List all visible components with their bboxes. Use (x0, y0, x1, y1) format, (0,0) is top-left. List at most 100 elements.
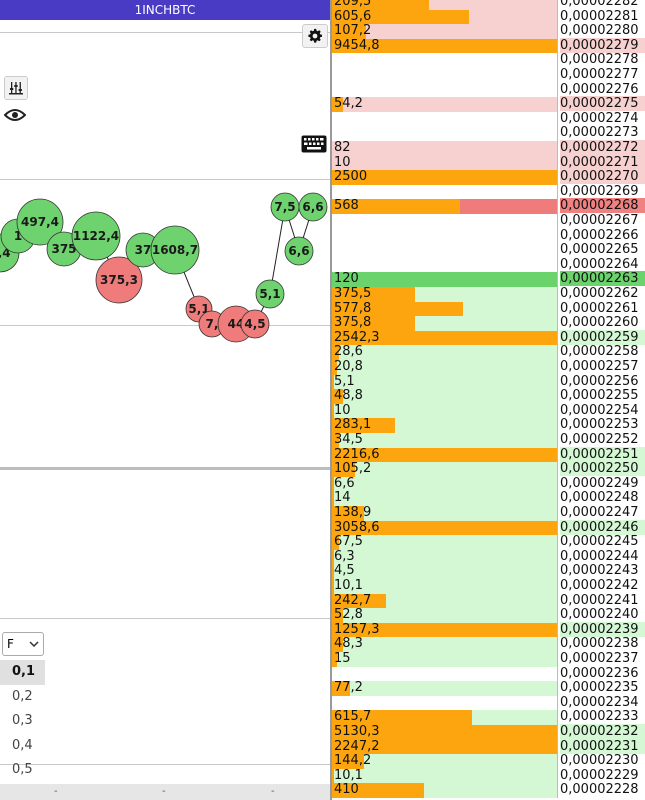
price-value[interactable]: 0,00002253 (560, 417, 639, 433)
price-value[interactable]: 0,00002278 (560, 52, 639, 68)
volume-cell[interactable]: 52,8 (332, 607, 557, 623)
order-book-row[interactable]: 0,00002264 (332, 257, 645, 273)
price-value[interactable]: 0,00002241 (560, 592, 639, 608)
order-book-row[interactable]: 615,7 0,00002233 (332, 709, 645, 725)
volume-cell[interactable] (332, 243, 557, 258)
price-value[interactable]: 0,00002258 (560, 344, 639, 360)
price-value[interactable]: 0,00002272 (560, 140, 645, 155)
order-book-row[interactable]: 10 0,00002254 (332, 403, 645, 419)
volume-cell[interactable]: 120 (332, 271, 557, 287)
volume-cell[interactable]: 105,2 (332, 461, 557, 477)
panel-splitter[interactable] (0, 467, 330, 470)
price-value[interactable]: 0,00002251 (560, 446, 645, 462)
volume-cell[interactable]: 28,6 (332, 344, 557, 360)
order-book-row[interactable]: 410 0,00002228 (332, 782, 645, 798)
volume-cell[interactable]: 15 (332, 651, 557, 667)
order-book-row[interactable]: 283,1 0,00002253 (332, 417, 645, 433)
volume-cell[interactable]: 10 (332, 403, 557, 419)
price-value[interactable]: 0,00002265 (560, 242, 639, 258)
volume-cell[interactable]: 48,3 (332, 636, 557, 652)
price-value[interactable]: 0,00002268 (560, 198, 645, 214)
volume-cell[interactable] (332, 184, 557, 200)
volume-cell[interactable]: 107,2 (332, 23, 557, 39)
volume-cell[interactable]: 77,2 (332, 680, 557, 696)
keyboard-button[interactable] (300, 134, 328, 154)
volume-cell[interactable] (332, 68, 557, 83)
step-option[interactable]: 0,3 (12, 713, 33, 728)
order-book-row[interactable]: 0,00002274 (332, 111, 645, 127)
price-value[interactable]: 0,00002246 (560, 519, 645, 535)
order-book-row[interactable]: 77,2 0,00002235 (332, 680, 645, 696)
price-value[interactable]: 0,00002267 (560, 213, 639, 228)
order-book-row[interactable]: 14 0,00002248 (332, 490, 645, 506)
price-value[interactable]: 0,00002237 (560, 651, 639, 666)
order-book-row[interactable]: 577,8 0,00002261 (332, 300, 645, 317)
price-value[interactable]: 0,00002273 (560, 125, 639, 141)
price-value[interactable]: 0,00002245 (560, 534, 639, 550)
volume-cell[interactable] (332, 695, 557, 711)
step-option[interactable]: 0,5 (12, 762, 33, 777)
order-book-row[interactable]: 52,8 0,00002240 (332, 607, 645, 623)
price-value[interactable]: 0,00002242 (560, 578, 639, 593)
price-value[interactable]: 0,00002277 (560, 67, 639, 82)
volume-cell[interactable]: 2500 (332, 169, 557, 185)
price-value[interactable]: 0,00002238 (560, 636, 639, 652)
volume-cell[interactable] (332, 82, 557, 98)
volume-cell[interactable]: 2247,2 (332, 739, 557, 755)
volume-cell[interactable]: 6,6 (332, 476, 557, 492)
order-book-row[interactable]: 107,2 0,00002280 (332, 23, 645, 39)
order-book-row[interactable]: 3058,6 0,00002246 (332, 519, 645, 536)
price-value[interactable]: 0,00002248 (560, 490, 639, 506)
price-value[interactable]: 0,00002256 (560, 373, 639, 389)
price-value[interactable]: 0,00002230 (560, 753, 639, 769)
order-book-row[interactable]: 209,5 0,00002282 (332, 0, 645, 10)
price-value[interactable]: 0,00002261 (560, 300, 639, 316)
price-value[interactable]: 0,00002263 (560, 271, 645, 287)
chart-panel[interactable]: 1INCHBTC (0, 0, 330, 800)
volume-cell[interactable]: 615,7 (332, 709, 557, 725)
volume-cell[interactable]: 283,1 (332, 417, 557, 433)
order-book-row[interactable]: 67,5 0,00002245 (332, 534, 645, 550)
order-book-row[interactable]: 4,5 0,00002243 (332, 563, 645, 579)
volume-cell[interactable]: 9454,8 (332, 38, 557, 54)
price-value[interactable]: 0,00002279 (560, 37, 645, 53)
order-book-row[interactable]: 5,1 0,00002256 (332, 373, 645, 390)
price-value[interactable]: 0,00002240 (560, 607, 639, 623)
price-value[interactable]: 0,00002270 (560, 169, 645, 185)
price-value[interactable]: 0,00002231 (560, 738, 645, 754)
price-value[interactable]: 0,00002252 (560, 432, 639, 447)
volume-cell[interactable]: 4,5 (332, 563, 557, 579)
order-book-row[interactable]: 375,5 0,00002262 (332, 286, 645, 302)
order-book-row[interactable]: 82 0,00002272 (332, 140, 645, 156)
order-book-row[interactable]: 242,7 0,00002241 (332, 592, 645, 609)
price-value[interactable]: 0,00002247 (560, 505, 639, 520)
order-book-row[interactable]: 28,6 0,00002258 (332, 344, 645, 360)
price-value[interactable]: 0,00002249 (560, 475, 639, 491)
volume-cell[interactable]: 375,8 (332, 315, 557, 331)
volume-cell[interactable]: 375,5 (332, 286, 557, 302)
price-value[interactable]: 0,00002229 (560, 767, 639, 783)
volume-cell[interactable]: 209,5 (332, 0, 557, 10)
volume-cell[interactable] (332, 126, 557, 141)
volume-cell[interactable] (332, 228, 557, 244)
order-book-row[interactable]: 10,1 0,00002229 (332, 767, 645, 784)
visibility-button[interactable] (3, 104, 27, 126)
order-book-row[interactable]: 9454,8 0,00002279 (332, 37, 645, 54)
order-book-row[interactable]: 6,3 0,00002244 (332, 549, 645, 565)
order-book-row[interactable]: 138,9 0,00002247 (332, 505, 645, 521)
price-value[interactable]: 0,00002280 (560, 23, 639, 39)
order-book-row[interactable]: 5130,3 0,00002232 (332, 724, 645, 740)
volume-cell[interactable]: 10,1 (332, 578, 557, 594)
panel-divider[interactable] (330, 0, 332, 800)
volume-cell[interactable]: 34,5 (332, 432, 557, 448)
volume-cell[interactable]: 1257,3 (332, 622, 557, 638)
step-option[interactable]: 0,4 (12, 737, 33, 753)
step-option[interactable]: 0,2 (12, 688, 33, 704)
volume-cell[interactable]: 138,9 (332, 505, 557, 521)
price-value[interactable]: 0,00002234 (560, 694, 639, 710)
price-value[interactable]: 0,00002236 (560, 665, 639, 681)
volume-cell[interactable] (332, 53, 557, 68)
order-book-row[interactable]: 0,00002278 (332, 52, 645, 68)
order-book-row[interactable]: 144,2 0,00002230 (332, 753, 645, 769)
order-book-row[interactable]: 2247,2 0,00002231 (332, 738, 645, 755)
